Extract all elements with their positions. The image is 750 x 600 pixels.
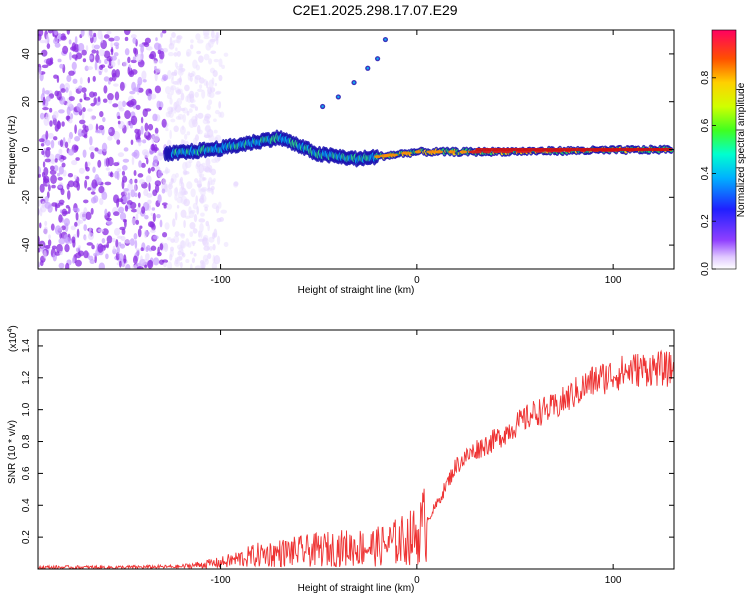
colorbar-gradient [712, 30, 736, 269]
spectrogram-ytick-label: 0 [21, 146, 32, 152]
snr-ytick-label: 1.4 [21, 339, 32, 353]
colorbar-label: Normalized spectral amplitude [736, 82, 747, 217]
snr-xlabel: Height of straight line (km) [298, 583, 415, 594]
snr-multiplier-exponent: 4 [7, 329, 14, 333]
spectrogram-ytick-label: 40 [21, 48, 32, 60]
snr-xtick-label: 0 [414, 575, 420, 586]
snr-ytick-label: 0.2 [21, 530, 32, 544]
colorbar-tick-label: 0.2 [700, 214, 711, 228]
spectrogram-xtick-label: -100 [211, 275, 231, 286]
spectrogram-ytick-label: 20 [21, 96, 32, 108]
spectrogram-xtick-label: 100 [605, 275, 622, 286]
snr-ytick-label: 1.2 [21, 370, 32, 384]
snr-xtick-label: 100 [605, 575, 622, 586]
snr-panel: -100 0 100 0.2 0.4 0.6 0.8 1.0 1.2 1.4 Height of … [7, 325, 675, 594]
snr-ytick-label: 0.8 [21, 434, 32, 448]
snr-series-line [38, 349, 674, 569]
spectrogram-ylabel: Frequency (Hz) [7, 116, 18, 185]
page-title: C2E1.2025.298.17.07.E29 [292, 2, 458, 18]
snr-multiplier-base: (x10 [8, 332, 19, 352]
svg-text:(x104): (x104) [7, 325, 19, 352]
colorbar: 0.0 0.2 0.4 0.6 0.8 Normalized spectral ampl… [700, 29, 747, 276]
spectrogram-ytick-label: -40 [21, 237, 32, 252]
spectrogram-ytick-label: -20 [21, 190, 32, 205]
snr-frame [37, 329, 675, 570]
snr-ytick-label: 0.6 [21, 466, 32, 480]
spectrogram-xlabel: Height of straight line (km) [298, 285, 415, 296]
snr-ytick-label: 0.4 [21, 498, 32, 512]
colorbar-tick-label: 0.0 [700, 262, 711, 276]
snr-xtick-label: -100 [211, 575, 231, 586]
colorbar-tick-label: 0.4 [700, 166, 711, 180]
snr-multiplier: (x104) [7, 325, 19, 352]
colorbar-tick-label: 0.8 [700, 70, 711, 84]
snr-ytick-label: 1.0 [21, 402, 32, 416]
snr-ylabel: SNR (10 * v/v) [7, 420, 18, 484]
spectrogram-xtick-label: 0 [414, 275, 420, 286]
colorbar-tick-label: 0.6 [700, 118, 711, 132]
spectrogram-panel: -100 0 100 -40 -20 0 20 40 Height of straight l… [7, 29, 675, 296]
